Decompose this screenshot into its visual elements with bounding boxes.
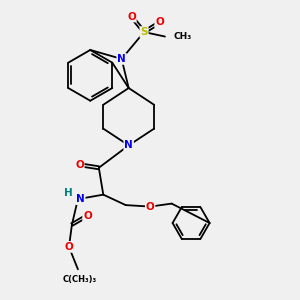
Text: H: H bbox=[64, 188, 73, 198]
Text: O: O bbox=[64, 242, 73, 252]
Text: N: N bbox=[117, 54, 126, 64]
Text: CH₃: CH₃ bbox=[173, 32, 191, 41]
Text: O: O bbox=[146, 202, 154, 212]
Text: O: O bbox=[155, 17, 164, 28]
Text: N: N bbox=[76, 194, 85, 204]
Text: C(CH₃)₃: C(CH₃)₃ bbox=[62, 275, 97, 284]
Text: O: O bbox=[127, 11, 136, 22]
Text: O: O bbox=[75, 160, 84, 170]
Text: O: O bbox=[83, 211, 92, 220]
Text: N: N bbox=[124, 140, 133, 150]
Text: S: S bbox=[140, 27, 148, 37]
